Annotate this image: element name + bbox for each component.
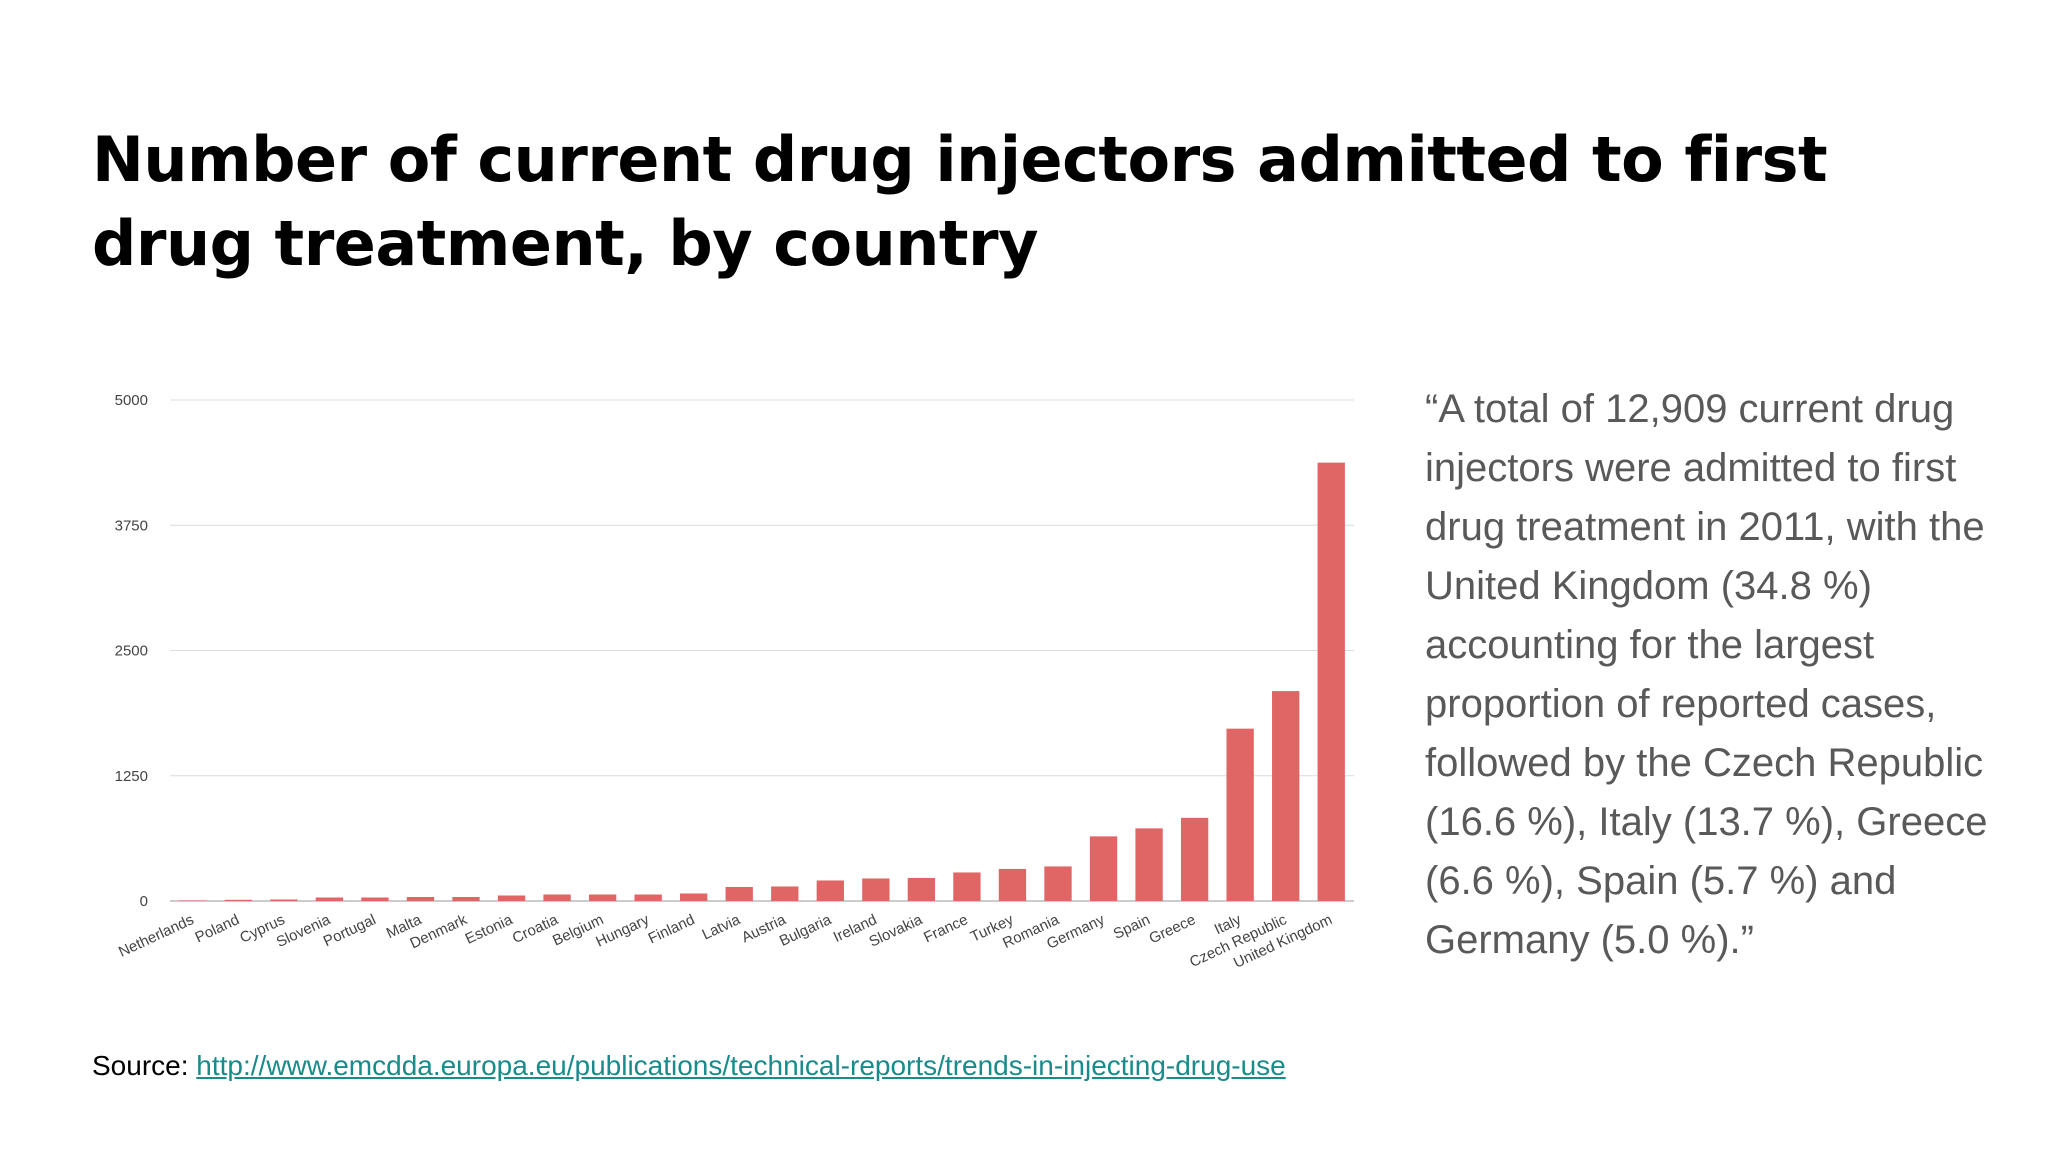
y-tick-label: 5000	[115, 392, 148, 409]
quote-text: “A total of 12,909 current drug injector…	[1425, 387, 1988, 962]
y-tick-label: 1250	[115, 768, 148, 785]
bar	[1180, 817, 1209, 901]
x-tick-label: France	[921, 911, 970, 946]
source-label: Source:	[92, 1050, 189, 1081]
x-tick-label: Hungary	[593, 911, 652, 951]
bar	[680, 893, 708, 901]
x-tick-label: Greece	[1147, 911, 1199, 947]
bar	[953, 872, 981, 901]
bar	[224, 899, 252, 901]
bar	[816, 880, 844, 901]
bar	[1089, 836, 1118, 901]
x-tick-label: Estonia	[463, 911, 516, 948]
source-line: Source: http://www.emcdda.europa.eu/publ…	[92, 1048, 1286, 1084]
bar	[1272, 691, 1300, 901]
bar	[1044, 866, 1072, 901]
bar	[543, 894, 571, 901]
bar	[998, 868, 1027, 901]
x-tick-label: Poland	[192, 911, 242, 946]
bar	[1317, 462, 1345, 901]
source-link[interactable]: http://www.emcdda.europa.eu/publications…	[196, 1050, 1286, 1081]
x-tick-label: Latvia	[699, 911, 743, 944]
x-tick-label: Bulgaria	[777, 911, 835, 950]
slide-title: Number of current drug injectors admitte…	[92, 123, 1828, 280]
bar	[452, 896, 480, 901]
y-tick-labels: 0 1250 2500 3750 5000	[115, 392, 148, 910]
x-tick-label: Spain	[1111, 911, 1153, 943]
y-tick-label: 2500	[115, 643, 148, 660]
bar	[588, 894, 617, 901]
bar	[179, 900, 207, 901]
bar	[862, 878, 890, 901]
bar	[497, 895, 526, 901]
bar	[361, 897, 389, 901]
x-tick-label: Portugal	[321, 911, 379, 950]
y-tick-label: 3750	[115, 517, 148, 534]
bar	[771, 886, 799, 901]
x-tick-label: Netherlands	[116, 911, 196, 961]
bar	[907, 877, 936, 901]
bar	[406, 896, 435, 901]
x-tick-label: Slovakia	[867, 911, 926, 951]
bar-chart-svg: 0 1250 2500 3750 5000 NetherlandsPolandCypru…	[115, 392, 1354, 972]
bar	[270, 899, 298, 901]
grid-layer	[170, 399, 1354, 902]
bar-chart: 0 1250 2500 3750 5000 Netherlands Poland Cypru…	[92, 380, 1362, 1030]
bar	[1226, 728, 1254, 901]
bar	[315, 897, 344, 901]
y-tick-label: 0	[140, 893, 148, 910]
bar	[634, 894, 662, 901]
bar	[1135, 828, 1163, 901]
x-tick-label: Finland	[646, 911, 698, 947]
bar	[725, 886, 753, 901]
bar-layer	[179, 462, 1345, 901]
